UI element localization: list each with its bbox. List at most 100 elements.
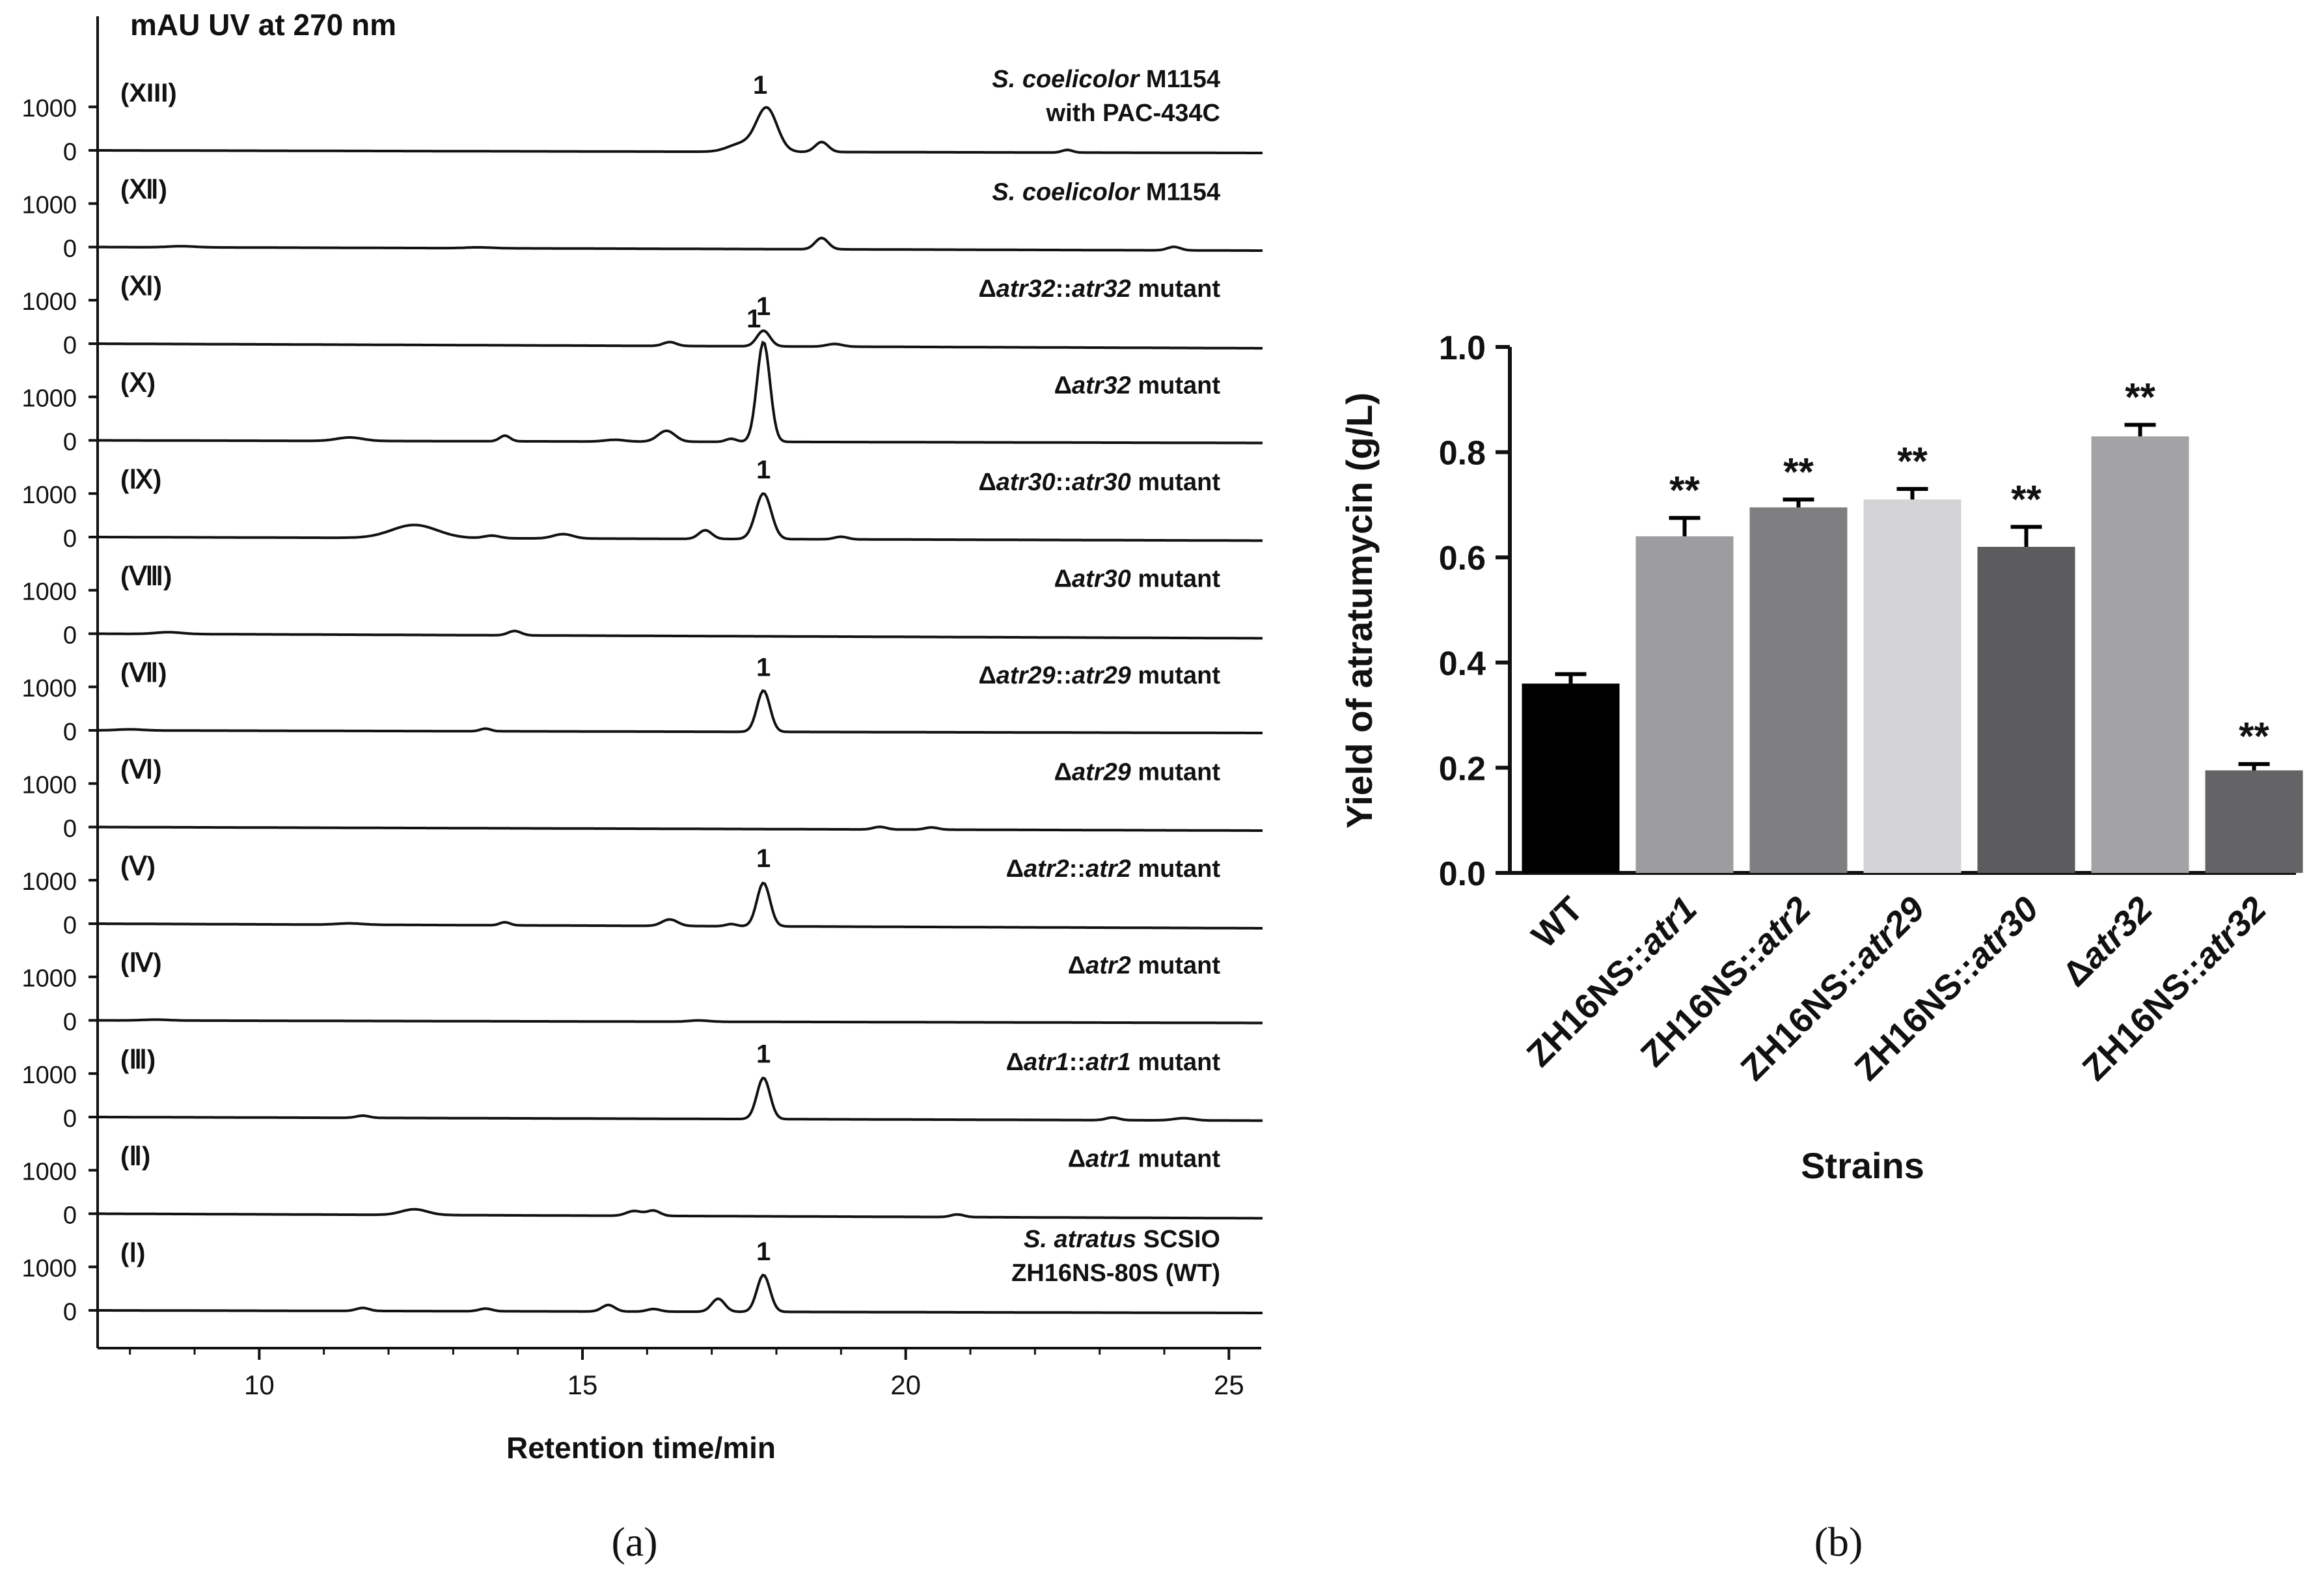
chromatogram-trace-line bbox=[99, 825, 1263, 832]
peak-label: 1 bbox=[756, 292, 771, 321]
bar-group: ** bbox=[1977, 477, 2075, 873]
trace-roman-label: (Ⅸ) bbox=[120, 465, 161, 494]
y-tick-label-1000: 1000 bbox=[21, 579, 77, 606]
trace-roman-label: (Ⅱ) bbox=[120, 1142, 150, 1171]
y-tick-label-0: 0 bbox=[63, 719, 77, 746]
y-tick-label-0: 0 bbox=[63, 332, 77, 359]
significance-marker: ** bbox=[2239, 715, 2269, 758]
chromatogram-trace-line bbox=[99, 1273, 1263, 1314]
chromatogram-trace-line bbox=[99, 329, 1263, 350]
bar-group bbox=[1522, 672, 1620, 873]
trace-roman-label: (Ⅴ) bbox=[120, 852, 156, 881]
chromatogram-x-ticks: 10 15 20 25 bbox=[129, 1348, 1244, 1400]
y-tick-label-1000: 1000 bbox=[21, 675, 77, 702]
bar-chart-y-ticks: 0.0 0.2 0.4 0.6 0.8 1.0 bbox=[1439, 329, 1510, 893]
trace-sample-label: S. atratus SCSIO bbox=[1024, 1226, 1220, 1253]
chromatogram-trace-line bbox=[99, 236, 1263, 252]
trace: 0 1000 (Ⅲ) Δatr1::atr1 mutant 1 bbox=[21, 1040, 1263, 1133]
trace-roman-label: (Ⅲ) bbox=[120, 1045, 156, 1074]
y-tick-label: 0.8 bbox=[1439, 435, 1486, 473]
trace-sample-label: Δatr30 mutant bbox=[1054, 566, 1221, 593]
trace-sample-label: S. coelicolor M1154 bbox=[992, 179, 1220, 206]
y-tick-label-0: 0 bbox=[63, 1009, 77, 1036]
y-tick-label-1000: 1000 bbox=[21, 868, 77, 896]
trace-sample-label: S. coelicolor M1154 bbox=[992, 66, 1220, 93]
trace: 0 1000 (Ⅴ) Δatr2::atr2 mutant 1 bbox=[21, 844, 1263, 939]
trace-sample-label-line2: ZH16NS-80S (WT) bbox=[1011, 1260, 1220, 1287]
trace-roman-label: (Ⅹ) bbox=[120, 369, 156, 398]
y-tick-label-1000: 1000 bbox=[21, 288, 77, 316]
y-tick-label-0: 0 bbox=[63, 1202, 77, 1230]
y-tick-label-0: 0 bbox=[63, 1105, 77, 1133]
trace-sample-label: Δatr2 mutant bbox=[1068, 952, 1221, 980]
y-tick-label: 0.4 bbox=[1439, 645, 1486, 683]
y-tick-label-0: 0 bbox=[63, 1299, 77, 1326]
bar-group: ** bbox=[2205, 715, 2303, 873]
peak-label: 1 bbox=[746, 305, 761, 333]
bar bbox=[1863, 499, 1962, 873]
peak-label: 1 bbox=[756, 654, 771, 682]
bar-chart-y-axis-label: Yield of atratumycin (g/L) bbox=[1339, 393, 1380, 829]
trace: 0 1000 (Ⅱ) Δatr1 mutant bbox=[21, 1142, 1263, 1230]
x-tick-label: WT bbox=[1524, 889, 1591, 956]
trace: 0 1000 (Ⅳ) Δatr2 mutant bbox=[21, 949, 1263, 1036]
trace-sample-label: Δatr1 mutant bbox=[1068, 1146, 1221, 1173]
chromatogram-trace-line bbox=[99, 1076, 1263, 1122]
bar-group: ** bbox=[2091, 376, 2189, 873]
y-tick-label-0: 0 bbox=[63, 622, 77, 650]
bar-group: ** bbox=[1749, 450, 1848, 873]
y-tick-label-1000: 1000 bbox=[21, 95, 77, 122]
chromatogram-trace-line bbox=[99, 492, 1263, 542]
peak-label: 1 bbox=[756, 456, 771, 484]
chromatogram-trace-line bbox=[99, 689, 1263, 734]
y-tick-label-1000: 1000 bbox=[21, 1062, 77, 1089]
bar bbox=[2091, 436, 2189, 873]
y-tick-label-0: 0 bbox=[63, 139, 77, 166]
chromatogram-trace-line bbox=[99, 1208, 1263, 1220]
chromatogram-trace-line bbox=[99, 340, 1263, 445]
bar bbox=[1522, 683, 1620, 873]
peak-label: 1 bbox=[756, 1237, 771, 1266]
bar bbox=[1749, 507, 1848, 873]
x-tick-label: 20 bbox=[890, 1370, 921, 1400]
chromatogram-x-axis-label: Retention time/min bbox=[506, 1431, 776, 1465]
significance-marker: ** bbox=[2125, 376, 2155, 419]
chromatogram-trace-line bbox=[99, 105, 1263, 154]
y-tick-label-1000: 1000 bbox=[21, 965, 77, 993]
peak-label: 1 bbox=[753, 71, 767, 100]
trace: 0 1000 (Ⅹ) Δatr32 mutant 1 bbox=[21, 305, 1263, 456]
y-tick-label-1000: 1000 bbox=[21, 385, 77, 413]
bar-chart-bars: ** ** ** ** ** ** bbox=[1522, 376, 2303, 873]
trace-roman-label: (XIII) bbox=[120, 79, 177, 107]
trace-roman-label: (Ⅷ) bbox=[120, 562, 172, 591]
trace: 0 1000 (Ⅷ) Δatr30 mutant bbox=[21, 562, 1263, 650]
bar-chart-x-tick-labels: WTZH16NS::atr1ZH16NS::atr2ZH16NS::atr29Z… bbox=[1520, 889, 2274, 1088]
panel-label-b: (b) bbox=[1814, 1519, 1863, 1565]
y-tick-label: 0.2 bbox=[1439, 750, 1486, 788]
chromatogram-trace-line bbox=[99, 629, 1263, 640]
trace-sample-label: Δatr30::atr30 mutant bbox=[978, 469, 1220, 496]
significance-marker: ** bbox=[2011, 477, 2042, 521]
y-tick-label-0: 0 bbox=[63, 912, 77, 939]
trace-sample-label: Δatr1::atr1 mutant bbox=[1006, 1049, 1221, 1076]
y-tick-label-1000: 1000 bbox=[21, 772, 77, 799]
y-tick-label-1000: 1000 bbox=[21, 482, 77, 509]
x-tick-label: 25 bbox=[1214, 1370, 1244, 1400]
trace-sample-label: Δatr29::atr29 mutant bbox=[978, 662, 1220, 689]
y-tick-label: 0.6 bbox=[1439, 540, 1486, 577]
x-tick-label: 15 bbox=[567, 1370, 598, 1400]
peak-label: 1 bbox=[756, 1040, 771, 1069]
chromatogram-trace-line bbox=[99, 881, 1263, 930]
trace-roman-label: (Ⅰ) bbox=[120, 1239, 145, 1267]
trace: 0 1000 (Ⅶ) Δatr29::atr29 mutant 1 bbox=[21, 654, 1263, 746]
trace-roman-label: (Ⅺ) bbox=[120, 272, 162, 301]
bar bbox=[1635, 536, 1734, 873]
significance-marker: ** bbox=[1783, 450, 1814, 493]
panel-label-a: (a) bbox=[611, 1519, 657, 1565]
y-tick-label: 0.0 bbox=[1439, 855, 1486, 893]
trace-sample-label: Δatr2::atr2 mutant bbox=[1006, 855, 1221, 883]
trace-sample-label: Δatr29 mutant bbox=[1054, 759, 1221, 786]
